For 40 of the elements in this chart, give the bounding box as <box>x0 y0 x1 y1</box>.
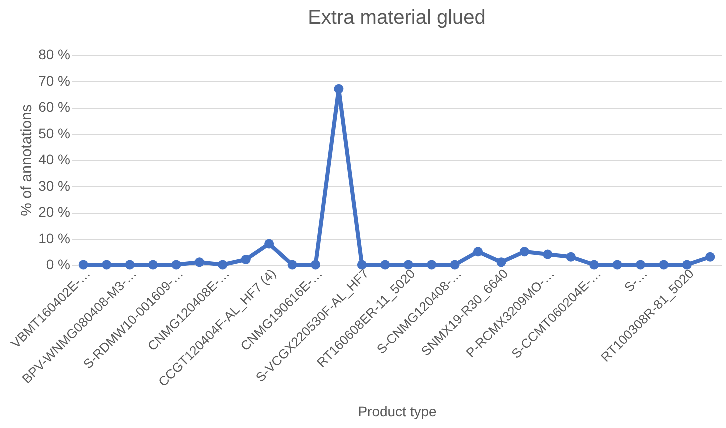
point <box>590 260 600 270</box>
point <box>659 260 669 270</box>
point <box>520 247 530 257</box>
y-tick-label: 40 % <box>38 152 70 168</box>
point <box>427 260 437 270</box>
point <box>125 260 135 270</box>
y-tick-label: 50 % <box>38 125 70 142</box>
point <box>357 260 367 270</box>
point <box>241 255 251 264</box>
point <box>474 247 483 257</box>
y-tick-label: 0 % <box>46 256 70 272</box>
point <box>450 260 460 270</box>
point <box>264 239 274 249</box>
y-tick-label: 30 % <box>38 178 70 194</box>
point <box>288 260 298 270</box>
point <box>682 260 692 270</box>
point <box>404 260 414 270</box>
point <box>102 260 112 270</box>
y-tick-label: 60 % <box>38 99 70 115</box>
point <box>148 260 158 270</box>
point <box>311 260 320 270</box>
y-axis-title: % of annotations <box>18 104 36 216</box>
point <box>78 260 88 270</box>
point <box>612 260 622 270</box>
point <box>496 258 506 268</box>
point <box>706 252 716 262</box>
point <box>636 260 646 270</box>
y-tick-label: 20 % <box>38 204 70 220</box>
y-tick-label: 10 % <box>38 230 70 246</box>
point <box>218 260 228 270</box>
x-axis-title: Product type <box>358 404 438 420</box>
y-tick-label: 70 % <box>38 72 70 89</box>
chart-title: Extra material glued <box>308 7 486 29</box>
point <box>543 250 553 260</box>
point <box>172 260 182 270</box>
point <box>380 260 390 270</box>
y-tick-label: 80 % <box>38 46 70 62</box>
point <box>194 258 204 268</box>
point <box>566 252 576 262</box>
point <box>334 84 344 94</box>
